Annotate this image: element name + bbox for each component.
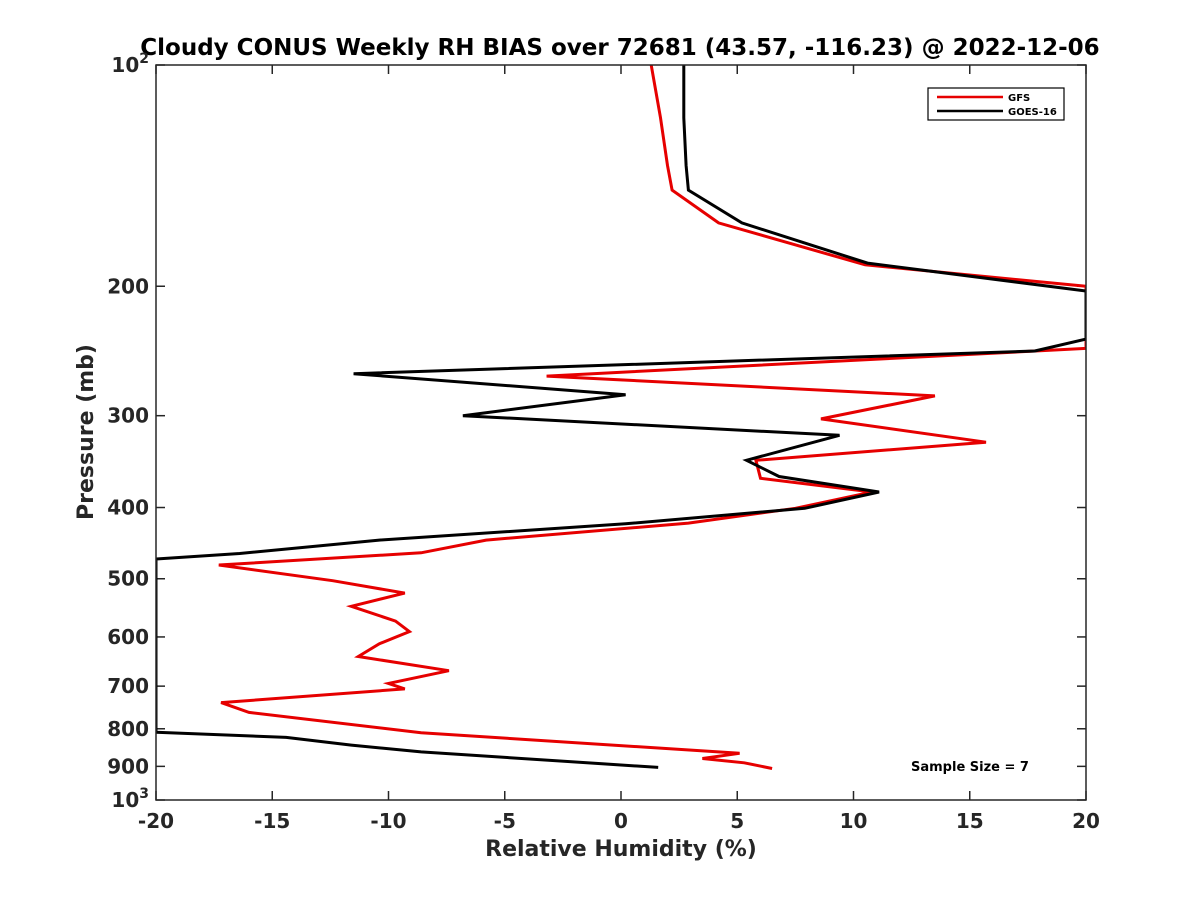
series-line-gfs: [218, 65, 1086, 770]
x-tick-label: 20: [1072, 809, 1100, 833]
y-tick-label: 400: [107, 496, 149, 520]
y-tick-label: 600: [107, 625, 149, 649]
y-axis-label: Pressure (mb): [74, 344, 99, 520]
chart-title: Cloudy CONUS Weekly RH BIAS over 72681 (…: [140, 35, 1099, 61]
x-tick-label: 10: [840, 809, 868, 833]
sample-size-annotation: Sample Size = 7: [911, 760, 1029, 775]
x-tick-label: -20: [138, 809, 174, 833]
y-tick-label: 103: [111, 786, 149, 812]
x-tick-label: -5: [494, 809, 516, 833]
x-axis-ticks: -20 -15 -10 -5 0 5 10 15 20: [138, 65, 1100, 833]
y-tick-label: 102: [111, 51, 149, 77]
legend-box: [927, 87, 1065, 121]
y-tick-label: 700: [107, 674, 149, 698]
x-axis-label: Relative Humidity (%): [485, 837, 757, 862]
legend-label-gfs: GFS: [1008, 93, 1030, 104]
series-line-goes16: [156, 65, 1086, 769]
x-tick-label: -10: [370, 809, 406, 833]
legend-label-goes16: GOES-16: [1008, 107, 1057, 118]
series-group: [156, 65, 1086, 770]
x-tick-label: 0: [614, 809, 628, 833]
plot-area: [156, 65, 1086, 800]
y-axis-ticks: 102 200 300 400 500 600 700 800 900 103: [107, 51, 1086, 812]
y-tick-label: 500: [107, 567, 149, 591]
legend: GFS GOES-16: [927, 87, 1065, 121]
y-tick-label: 200: [107, 274, 149, 298]
plot-frame: [155, 64, 1087, 801]
x-tick-label: 15: [956, 809, 984, 833]
y-tick-label: 800: [107, 717, 149, 741]
x-tick-label: -15: [254, 809, 290, 833]
y-tick-label: 900: [107, 754, 149, 778]
y-tick-label: 300: [107, 404, 149, 428]
x-tick-label: 5: [730, 809, 744, 833]
